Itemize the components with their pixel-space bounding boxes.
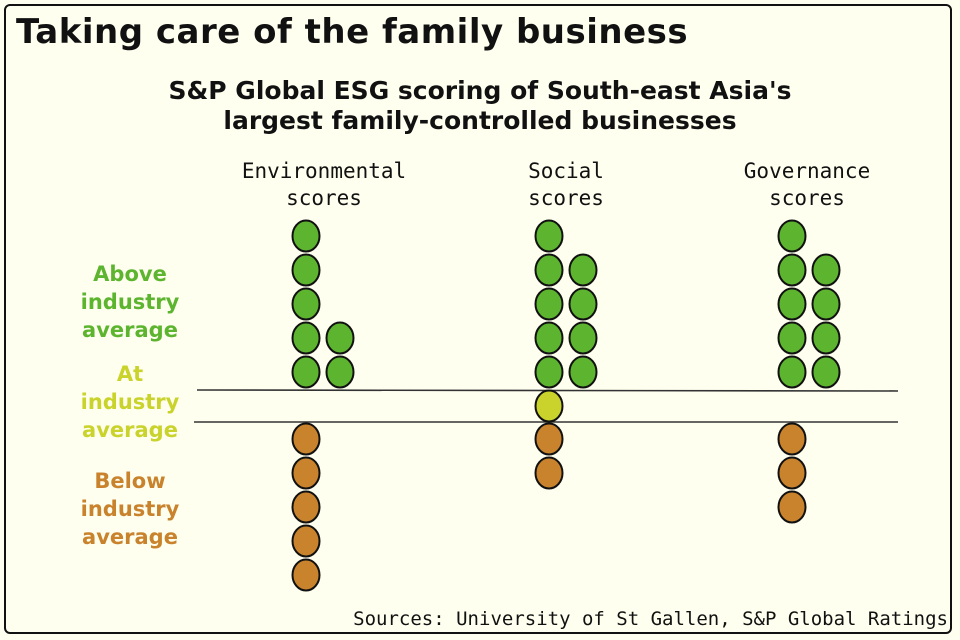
dot-above <box>777 321 807 355</box>
dot-below <box>777 422 807 456</box>
label-line: industry <box>80 497 180 521</box>
chart-subtitle: S&P Global ESG scoring of South-east Asi… <box>0 76 960 136</box>
dot-above <box>811 355 841 389</box>
row-label-above: Above industry average <box>30 260 230 344</box>
dot-above <box>811 287 841 321</box>
dot-below <box>291 524 321 558</box>
dot-above <box>568 321 598 355</box>
dot-above <box>534 253 564 287</box>
chart-title: Taking care of the family business <box>16 12 689 52</box>
dot-below <box>291 558 321 592</box>
header-line: scores <box>286 186 362 210</box>
dot-above <box>777 219 807 253</box>
label-line: industry <box>80 390 180 414</box>
column-header-governance: Governance scores <box>687 158 927 212</box>
label-line: Below <box>94 469 166 493</box>
row-label-at: At industry average <box>30 360 230 444</box>
dot-above <box>568 287 598 321</box>
dot-below <box>291 422 321 456</box>
dot-above <box>777 355 807 389</box>
label-line: average <box>82 525 178 549</box>
header-line: Social <box>528 159 604 183</box>
label-line: average <box>82 418 178 442</box>
dot-above <box>291 287 321 321</box>
label-line: At <box>116 362 144 386</box>
source-note: Sources: University of St Gallen, S&P Gl… <box>353 608 948 630</box>
header-line: Governance <box>743 159 871 183</box>
dot-below <box>291 490 321 524</box>
row-label-below: Below industry average <box>30 467 230 551</box>
subtitle-line: largest family-controlled businesses <box>223 106 737 135</box>
label-line: Above <box>93 262 167 286</box>
header-line: scores <box>769 186 845 210</box>
dot-below <box>534 456 564 490</box>
column-header-environmental: Environmental scores <box>204 158 444 212</box>
dot-above <box>291 321 321 355</box>
dot-above <box>534 287 564 321</box>
label-line: industry <box>80 290 180 314</box>
column-header-social: Social scores <box>446 158 686 212</box>
dot-above <box>811 253 841 287</box>
dot-above <box>568 253 598 287</box>
header-line: scores <box>528 186 604 210</box>
dot-above <box>534 219 564 253</box>
dot-below <box>777 490 807 524</box>
header-line: Environmental <box>241 159 407 183</box>
label-line: average <box>82 318 178 342</box>
dot-above <box>811 321 841 355</box>
dot-below <box>291 456 321 490</box>
dot-above <box>777 287 807 321</box>
dot-above <box>291 219 321 253</box>
dot-above <box>325 355 355 389</box>
dot-below <box>777 456 807 490</box>
dot-below <box>534 422 564 456</box>
dot-above <box>777 253 807 287</box>
chart-frame <box>4 4 952 634</box>
dot-above <box>291 355 321 389</box>
dot-at <box>534 389 564 423</box>
dot-above <box>291 253 321 287</box>
subtitle-line: S&P Global ESG scoring of South-east Asi… <box>168 76 792 105</box>
dot-above <box>534 321 564 355</box>
dot-above <box>568 355 598 389</box>
dot-above <box>325 321 355 355</box>
dot-above <box>534 355 564 389</box>
